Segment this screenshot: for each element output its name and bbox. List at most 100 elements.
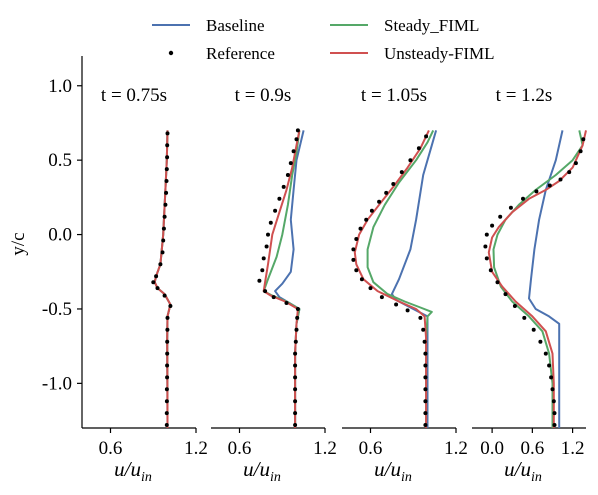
reference-point (552, 423, 557, 427)
series-baseline-line (528, 130, 564, 428)
reference-point (164, 179, 169, 183)
reference-point (354, 268, 359, 273)
x-axis-label-main: u/u (504, 457, 531, 481)
reference-point (161, 226, 166, 231)
reference-point (164, 387, 169, 392)
reference-point (162, 214, 167, 219)
x-axis-label-subscript: in (270, 470, 281, 485)
reference-point (423, 351, 428, 356)
y-tick-label: -1.0 (42, 373, 72, 394)
reference-point (508, 205, 513, 210)
x-tick-label: 1.2 (184, 438, 208, 459)
series-steady-line (262, 130, 301, 428)
x-axis-label: u/uin (504, 457, 542, 485)
reference-point (162, 293, 167, 298)
reference-point (424, 134, 429, 139)
reference-point (293, 411, 298, 416)
reference-point (358, 226, 363, 231)
legend-label: Baseline (206, 16, 265, 35)
reference-point (164, 190, 169, 195)
x-axis-label-main: u/u (114, 457, 141, 481)
reference-point (399, 170, 404, 175)
reference-point (165, 131, 170, 136)
x-axis-label-subscript: in (531, 470, 542, 485)
reference-point (284, 301, 289, 305)
reference-point (288, 161, 293, 166)
series-steady-line (492, 130, 584, 428)
reference-point (277, 196, 282, 201)
reference-point (495, 280, 500, 285)
x-tick-label: 0.6 (520, 438, 544, 459)
x-axis-label-main: u/u (243, 457, 270, 481)
reference-point (377, 199, 382, 204)
reference-point (422, 339, 427, 344)
reference-point (354, 237, 359, 241)
reference-point (484, 232, 489, 237)
series-unsteady-line (153, 130, 172, 429)
x-tick-label: 1.2 (444, 438, 468, 459)
x-tick-label: 1.2 (561, 438, 585, 459)
reference-point (423, 387, 428, 392)
reference-point (165, 327, 170, 332)
x-axis-label: u/uin (243, 457, 281, 485)
reference-point (271, 295, 276, 300)
panel-4: 0.0 0.6 1.2 u/uin t = 1.2s (472, 85, 587, 485)
reference-point (423, 375, 428, 380)
reference-point (484, 256, 489, 261)
reference-point (293, 399, 298, 404)
reference-point (165, 339, 170, 344)
reference-point (567, 170, 572, 175)
y-tick-label: 0.0 (48, 225, 72, 246)
reference-point (423, 411, 428, 416)
reference-point (266, 232, 270, 237)
reference-point (164, 167, 169, 172)
reference-point (578, 149, 583, 154)
reference-point (384, 190, 389, 195)
series-unsteady-line (487, 130, 587, 428)
legend-entry-baseline: Baseline (152, 16, 265, 35)
reference-point (293, 423, 298, 427)
legend-entry-unsteady: Unsteady-FIML (330, 44, 494, 63)
reference-point (264, 244, 269, 249)
x-axis-label: u/uin (374, 457, 412, 485)
reference-point (521, 196, 525, 201)
reference-point (294, 327, 299, 332)
reference-point (293, 363, 298, 368)
series-unsteady-line (353, 129, 430, 428)
reference-point (163, 202, 168, 207)
reference-point (160, 250, 165, 255)
reference-point (263, 289, 268, 294)
reference-point (488, 268, 493, 273)
reference-point (581, 137, 586, 142)
reference-point (551, 399, 556, 404)
reference-point (418, 315, 423, 320)
reference-point (295, 128, 300, 133)
reference-point (261, 256, 266, 261)
legend-label: Reference (206, 44, 275, 63)
reference-point (558, 177, 563, 182)
reference-point (498, 214, 503, 219)
reference-point (573, 161, 578, 166)
reference-point (285, 173, 290, 177)
reference-point (165, 363, 170, 368)
panel-title: t = 1.05s (361, 85, 427, 106)
x-tick-label: 0.0 (480, 438, 504, 459)
reference-point (351, 257, 356, 262)
reference-point (522, 315, 527, 320)
reference-point (512, 304, 517, 308)
reference-point (164, 411, 169, 416)
panel-3: 0.6 1.2 u/uin t = 1.05s (342, 85, 468, 485)
series-baseline-line (390, 130, 438, 428)
reference-point (534, 189, 539, 194)
x-tick-label: 0.6 (99, 438, 123, 459)
legend-entry-steady: Steady_FIML (330, 16, 479, 35)
y-tick-label: -0.5 (42, 299, 72, 320)
reference-point (421, 327, 426, 332)
reference-point (293, 339, 298, 344)
reference-point (394, 302, 399, 307)
reference-point (155, 286, 160, 291)
reference-point (408, 158, 413, 163)
reference-point (164, 399, 169, 404)
